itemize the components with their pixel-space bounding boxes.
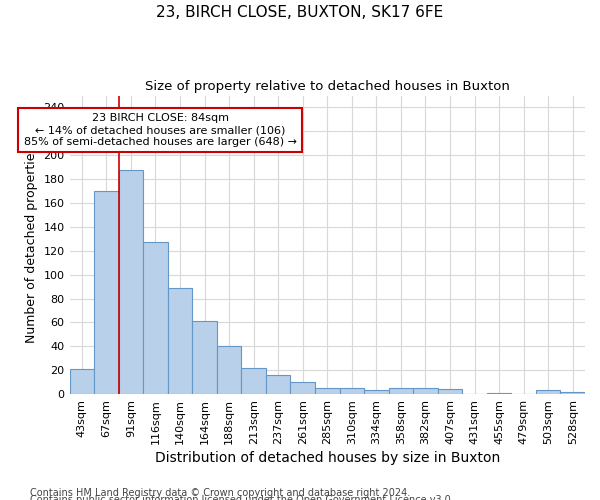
X-axis label: Distribution of detached houses by size in Buxton: Distribution of detached houses by size …: [155, 451, 500, 465]
Text: 23 BIRCH CLOSE: 84sqm
← 14% of detached houses are smaller (106)
85% of semi-det: 23 BIRCH CLOSE: 84sqm ← 14% of detached …: [24, 114, 297, 146]
Bar: [241, 368, 266, 394]
Bar: [364, 390, 389, 394]
Bar: [192, 321, 217, 394]
Bar: [143, 242, 168, 394]
Text: Contains public sector information licensed under the Open Government Licence v3: Contains public sector information licen…: [30, 495, 454, 500]
Bar: [290, 382, 315, 394]
Bar: [560, 392, 585, 394]
Bar: [94, 191, 119, 394]
Bar: [168, 288, 192, 394]
Bar: [413, 388, 438, 394]
Bar: [217, 346, 241, 394]
Bar: [266, 375, 290, 394]
Bar: [340, 388, 364, 394]
Y-axis label: Number of detached properties: Number of detached properties: [25, 146, 38, 344]
Bar: [119, 170, 143, 394]
Bar: [70, 369, 94, 394]
Bar: [536, 390, 560, 394]
Title: Size of property relative to detached houses in Buxton: Size of property relative to detached ho…: [145, 80, 510, 93]
Text: Contains HM Land Registry data © Crown copyright and database right 2024.: Contains HM Land Registry data © Crown c…: [30, 488, 410, 498]
Bar: [389, 388, 413, 394]
Bar: [487, 393, 511, 394]
Bar: [315, 388, 340, 394]
Bar: [438, 390, 462, 394]
Text: 23, BIRCH CLOSE, BUXTON, SK17 6FE: 23, BIRCH CLOSE, BUXTON, SK17 6FE: [157, 5, 443, 20]
